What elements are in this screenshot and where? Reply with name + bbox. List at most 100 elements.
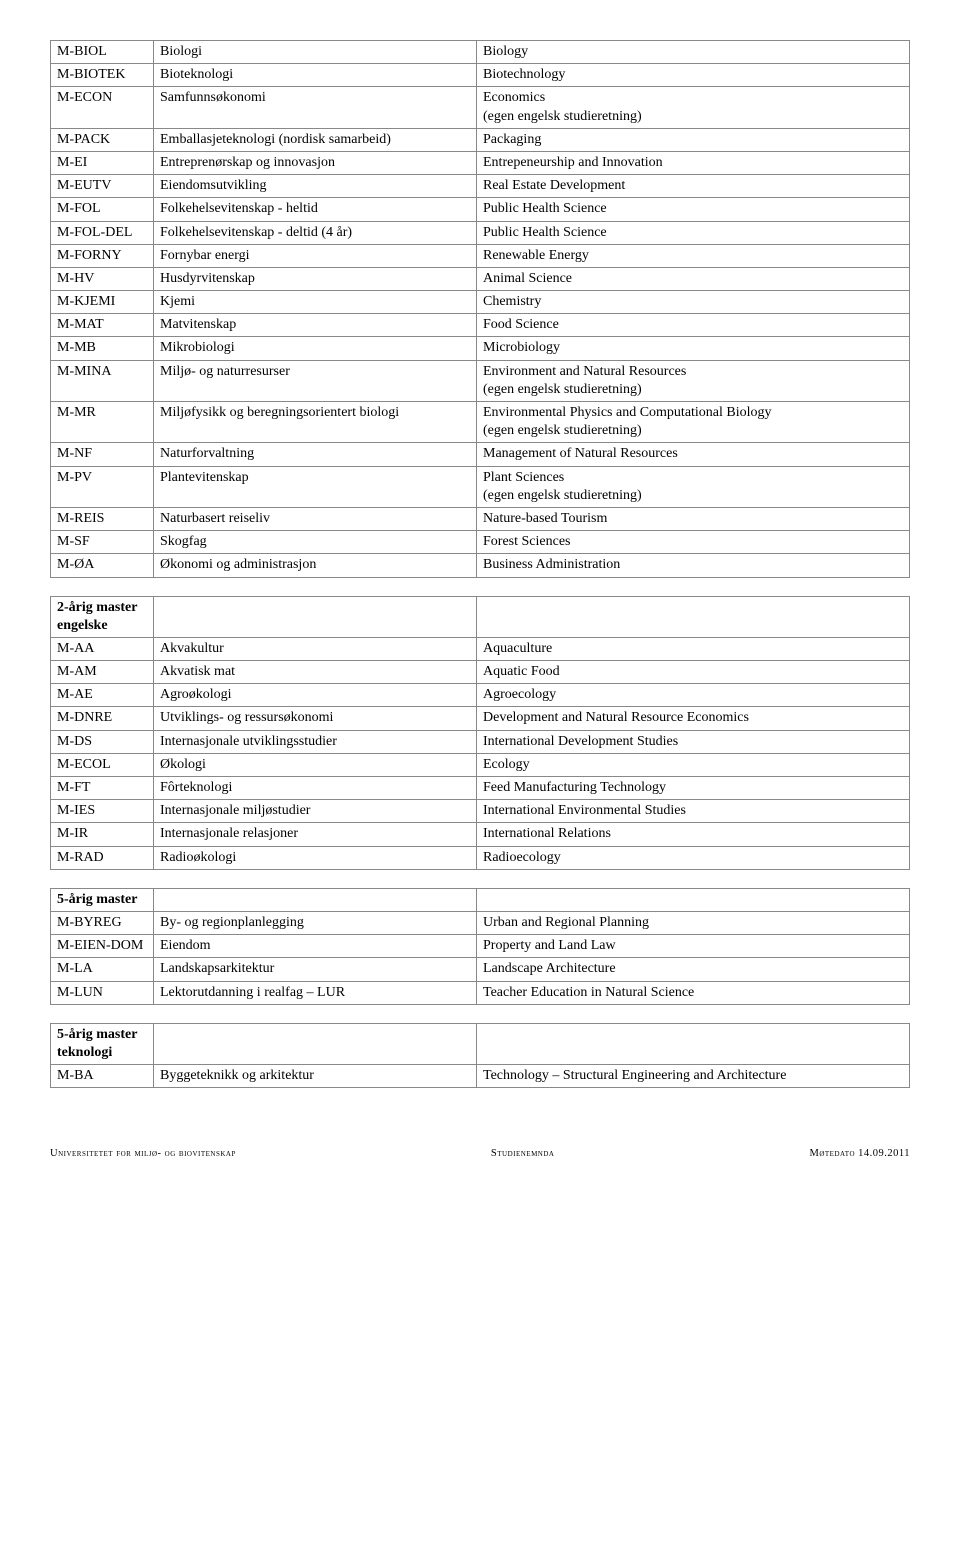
table-row: M-ØAØkonomi og administrasjonBusiness Ad…	[51, 554, 910, 577]
program-name-no: Kjemi	[154, 291, 477, 314]
program-name-no: Akvakultur	[154, 637, 477, 660]
program-code: M-BYREG	[51, 911, 154, 934]
page-footer: Universitetet for miljø- og biovitenskap…	[50, 1148, 910, 1159]
programs-table-1: M-BIOLBiologiBiologyM-BIOTEKBioteknologi…	[50, 40, 910, 578]
table-row: M-PVPlantevitenskapPlant Sciences (egen …	[51, 466, 910, 507]
program-name-en: Agroecology	[477, 684, 910, 707]
table-row: M-IESInternasjonale miljøstudierInternat…	[51, 800, 910, 823]
table-row: M-REISNaturbasert reiselivNature-based T…	[51, 507, 910, 530]
program-name-no: Folkehelsevitenskap - heltid	[154, 198, 477, 221]
table-row: M-RADRadioøkologiRadioecology	[51, 846, 910, 869]
table-row: M-DSInternasjonale utviklingsstudierInte…	[51, 730, 910, 753]
program-name-en: Public Health Science	[477, 221, 910, 244]
program-name-no: Fornybar energi	[154, 244, 477, 267]
program-code: M-EIEN-DOM	[51, 935, 154, 958]
program-name-no: Emballasjeteknologi (nordisk samarbeid)	[154, 128, 477, 151]
program-name-en: International Relations	[477, 823, 910, 846]
program-name-en: Teacher Education in Natural Science	[477, 981, 910, 1004]
program-code: M-REIS	[51, 507, 154, 530]
programs-table-2: 2-årig master engelskeM-AAAkvakulturAqua…	[50, 596, 910, 870]
program-code: M-FORNY	[51, 244, 154, 267]
program-name-no: Miljø- og naturresurser	[154, 360, 477, 401]
program-name-no: Samfunnsøkonomi	[154, 87, 477, 128]
program-name-en: Packaging	[477, 128, 910, 151]
table-row: M-BIOTEKBioteknologiBiotechnology	[51, 64, 910, 87]
program-name-no: Akvatisk mat	[154, 661, 477, 684]
program-name-en: Property and Land Law	[477, 935, 910, 958]
program-name-en: Public Health Science	[477, 198, 910, 221]
footer-center: Studienemnda	[491, 1148, 555, 1159]
program-name-no: By- og regionplanlegging	[154, 911, 477, 934]
program-name-no: Agroøkologi	[154, 684, 477, 707]
program-name-en: Development and Natural Resource Economi…	[477, 707, 910, 730]
program-code: M-AM	[51, 661, 154, 684]
table-row: M-AEAgroøkologiAgroecology	[51, 684, 910, 707]
program-name-en: Management of Natural Resources	[477, 443, 910, 466]
table-header-cell	[477, 888, 910, 911]
program-name-en: Business Administration	[477, 554, 910, 577]
program-name-no: Lektorutdanning i realfag – LUR	[154, 981, 477, 1004]
table-row: M-KJEMIKjemiChemistry	[51, 291, 910, 314]
program-name-en: Environment and Natural Resources (egen …	[477, 360, 910, 401]
table-header-cell	[154, 596, 477, 637]
program-name-no: Folkehelsevitenskap - deltid (4 år)	[154, 221, 477, 244]
program-name-en: Plant Sciences (egen engelsk studieretni…	[477, 466, 910, 507]
table-row: M-BYREGBy- og regionplanleggingUrban and…	[51, 911, 910, 934]
program-name-en: Aquaculture	[477, 637, 910, 660]
program-name-no: Byggeteknikk og arkitektur	[154, 1065, 477, 1088]
table-row: M-DNREUtviklings- og ressursøkonomiDevel…	[51, 707, 910, 730]
program-code: M-FOL-DEL	[51, 221, 154, 244]
program-name-no: Husdyrvitenskap	[154, 267, 477, 290]
program-name-en: Forest Sciences	[477, 531, 910, 554]
program-name-no: Miljøfysikk og beregningsorientert biolo…	[154, 402, 477, 443]
program-name-no: Internasjonale miljøstudier	[154, 800, 477, 823]
program-name-en: Aquatic Food	[477, 661, 910, 684]
table-row: M-EIEN-DOMEiendomProperty and Land Law	[51, 935, 910, 958]
table-row: M-EUTVEiendomsutviklingReal Estate Devel…	[51, 175, 910, 198]
program-name-en: Real Estate Development	[477, 175, 910, 198]
program-name-en: International Development Studies	[477, 730, 910, 753]
program-name-no: Bioteknologi	[154, 64, 477, 87]
table-row: M-ECONSamfunnsøkonomiEconomics (egen eng…	[51, 87, 910, 128]
program-name-no: Eiendom	[154, 935, 477, 958]
program-code: M-EI	[51, 151, 154, 174]
program-name-no: Internasjonale relasjoner	[154, 823, 477, 846]
table-row: M-MATMatvitenskapFood Science	[51, 314, 910, 337]
table-header-cell	[154, 888, 477, 911]
program-code: M-MB	[51, 337, 154, 360]
program-code: M-HV	[51, 267, 154, 290]
table-header-cell: 2-årig master engelske	[51, 596, 154, 637]
program-name-no: Økologi	[154, 753, 477, 776]
program-code: M-IR	[51, 823, 154, 846]
table-header-cell	[154, 1023, 477, 1064]
program-name-no: Biologi	[154, 41, 477, 64]
table-row: M-AMAkvatisk matAquatic Food	[51, 661, 910, 684]
program-code: M-PACK	[51, 128, 154, 151]
program-code: M-ØA	[51, 554, 154, 577]
program-name-no: Entreprenørskap og innovasjon	[154, 151, 477, 174]
program-name-no: Internasjonale utviklingsstudier	[154, 730, 477, 753]
program-name-en: Microbiology	[477, 337, 910, 360]
program-name-no: Radioøkologi	[154, 846, 477, 869]
programs-table-4: 5-årig master teknologiM-BAByggeteknikk …	[50, 1023, 910, 1089]
program-name-no: Eiendomsutvikling	[154, 175, 477, 198]
table-row: M-FOLFolkehelsevitenskap - heltidPublic …	[51, 198, 910, 221]
program-code: M-NF	[51, 443, 154, 466]
program-name-en: Radioecology	[477, 846, 910, 869]
table-row: M-HVHusdyrvitenskapAnimal Science	[51, 267, 910, 290]
program-name-en: Landscape Architecture	[477, 958, 910, 981]
table-row: M-AAAkvakulturAquaculture	[51, 637, 910, 660]
program-name-no: Naturforvaltning	[154, 443, 477, 466]
table-row: M-LUNLektorutdanning i realfag – LURTeac…	[51, 981, 910, 1004]
program-code: M-DS	[51, 730, 154, 753]
program-name-en: Biology	[477, 41, 910, 64]
table-row: M-PACKEmballasjeteknologi (nordisk samar…	[51, 128, 910, 151]
program-code: M-LA	[51, 958, 154, 981]
program-code: M-MR	[51, 402, 154, 443]
program-code: M-BIOL	[51, 41, 154, 64]
program-name-no: Fôrteknologi	[154, 777, 477, 800]
program-name-en: International Environmental Studies	[477, 800, 910, 823]
program-name-en: Ecology	[477, 753, 910, 776]
table-row: M-EIEntreprenørskap og innovasjonEntrepe…	[51, 151, 910, 174]
table-row: M-MBMikrobiologiMicrobiology	[51, 337, 910, 360]
